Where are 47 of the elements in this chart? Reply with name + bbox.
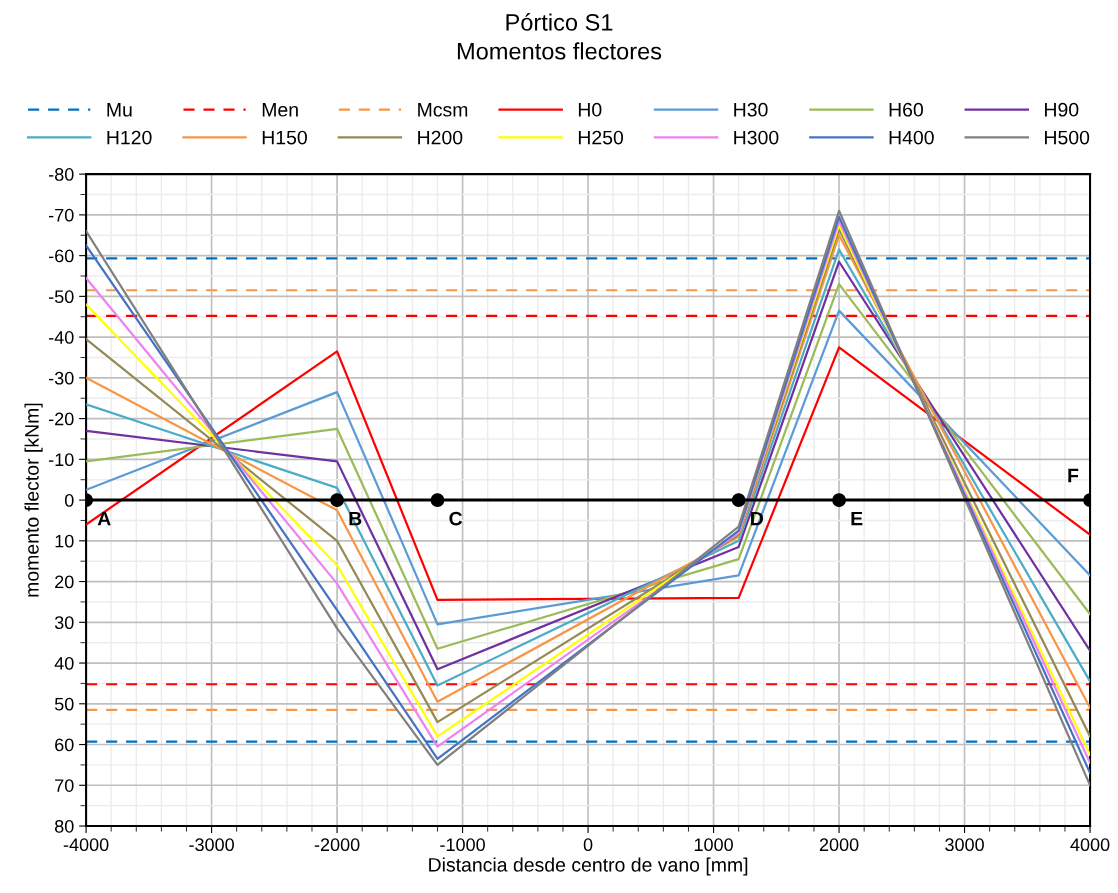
- x-tick-label: -4000: [63, 838, 109, 852]
- legend-label: H90: [1045, 102, 1079, 117]
- legend-label: H60: [889, 102, 923, 117]
- y-tick-label: -80: [48, 168, 74, 181]
- legend-label: H250: [578, 130, 624, 145]
- legend-label: H150: [262, 130, 307, 145]
- legend-label: H30: [734, 102, 768, 117]
- y-tick-label: 60: [55, 738, 74, 752]
- y-tick-label: 20: [55, 575, 74, 589]
- y-tick-label: -60: [48, 249, 74, 263]
- x-tick-label: -3000: [189, 838, 234, 852]
- y-tick-label: -30: [48, 371, 74, 385]
- legend-label: H400: [889, 130, 934, 145]
- y-tick-label: -20: [48, 412, 74, 426]
- x-tick-label: -2000: [314, 838, 360, 852]
- legend-label: H500: [1045, 130, 1090, 145]
- legend-label: H0: [578, 102, 602, 117]
- x-tick-label: 4000: [1070, 838, 1110, 852]
- y-tick-label: 80: [54, 819, 74, 833]
- annotation: A: [97, 511, 111, 526]
- legend-label: Mu: [107, 103, 132, 117]
- legend-label: H120: [107, 130, 152, 145]
- y-tick-label: -10: [48, 453, 74, 467]
- y-tick-label: 70: [55, 779, 74, 792]
- x-tick-label: 2000: [819, 838, 859, 852]
- y-tick-label: -50: [48, 290, 74, 304]
- legend-label: Mcsm: [418, 103, 468, 117]
- y-tick-label: 0: [64, 494, 74, 507]
- x-tick-label: 0: [583, 838, 593, 852]
- y-axis-title: momento flector [kNm]: [24, 403, 43, 597]
- annotation: C: [449, 511, 463, 526]
- x-tick-label: 1000: [694, 838, 733, 852]
- annotation: E: [851, 511, 863, 526]
- y-tick-label: 40: [54, 656, 74, 670]
- x-axis-title: Distancia desde centro de vano [mm]: [429, 857, 748, 876]
- x-tick-label: -1000: [440, 838, 485, 852]
- legend-label: Men: [262, 103, 298, 117]
- legend-label: H300: [734, 130, 779, 145]
- annotation: F: [1068, 468, 1079, 483]
- y-tick-label: 50: [54, 697, 74, 711]
- y-tick-label: -70: [48, 208, 74, 222]
- y-tick-label: 10: [55, 534, 74, 548]
- y-tick-label: -40: [48, 331, 74, 344]
- legend-label: H200: [418, 130, 463, 145]
- y-tick-label: 30: [54, 616, 74, 630]
- chart-title: Pórtico S1 Momentos flectores: [457, 13, 662, 60]
- x-tick-label: 3000: [945, 838, 984, 852]
